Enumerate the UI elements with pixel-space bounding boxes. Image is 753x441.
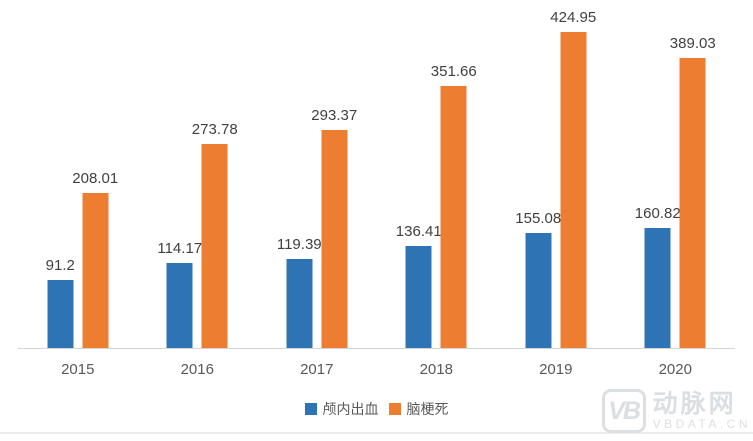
vbdata-logo-icon: VB [601, 389, 646, 433]
bar-cerebral-infarction-2016 [201, 144, 228, 348]
bar-value-label-cerebral-infarction-2020: 389.03 [669, 35, 716, 52]
bar-intracranial-hemorrhage-2018 [405, 246, 432, 348]
watermark-brand: 动脉网 [652, 390, 737, 419]
bar-value-label-intracranial-hemorrhage-2015: 91.2 [45, 257, 75, 274]
bar-value-label-cerebral-infarction-2016: 273.78 [191, 121, 238, 138]
bar-group-2020: 160.82 389.03 [616, 0, 736, 348]
bar-value-label-intracranial-hemorrhage-2017: 119.39 [276, 236, 322, 253]
bar-cerebral-infarction-2018 [440, 86, 467, 348]
barwrap-cerebral-infarction-2016: 273.78 [192, 0, 238, 348]
x-axis-tick-labels: 2015 2016 2017 2018 2019 2020 [18, 361, 735, 378]
bar-intracranial-hemorrhage-2020 [644, 228, 671, 348]
watermark-site: VBDATA.CN [652, 416, 751, 431]
bar-intracranial-hemorrhage-2017 [286, 259, 313, 348]
x-tick-label-2016: 2016 [180, 361, 214, 378]
barwrap-intracranial-hemorrhage-2015: 91.2 [46, 0, 75, 348]
x-axis-line [18, 348, 735, 349]
bar-value-label-cerebral-infarction-2017: 293.37 [311, 107, 358, 124]
bottom-divider [0, 432, 753, 434]
legend-swatch-icon-cerebral-infarction [388, 403, 401, 415]
bar-value-label-cerebral-infarction-2015: 208.01 [72, 170, 119, 187]
bar-value-label-intracranial-hemorrhage-2018: 136.41 [395, 223, 442, 240]
watermark: VB 动脉网 VBDATA.CN [601, 389, 751, 433]
bar-pair: 160.82 389.03 [635, 0, 716, 348]
bar-intracranial-hemorrhage-2016 [166, 263, 193, 348]
barwrap-cerebral-infarction-2020: 389.03 [670, 0, 716, 348]
bar-group-2017: 119.39 293.37 [257, 0, 377, 348]
legend-item-cerebral-infarction: 脑梗死 [388, 399, 449, 419]
x-tick-label-2015: 2015 [61, 361, 95, 378]
bar-value-label-intracranial-hemorrhage-2020: 160.82 [634, 205, 681, 222]
bar-cerebral-infarction-2017 [321, 130, 348, 348]
legend-label-cerebral-infarction: 脑梗死 [406, 401, 449, 417]
bar-pair: 155.08 424.95 [515, 0, 596, 348]
barwrap-intracranial-hemorrhage-2019: 155.08 [515, 0, 561, 348]
legend-label-intracranial-hemorrhage: 颅内出血 [322, 401, 379, 417]
bar-value-label-intracranial-hemorrhage-2019: 155.08 [515, 210, 562, 227]
bar-group-2015: 91.2 208.01 [18, 0, 138, 348]
x-tick-label-2018: 2018 [419, 361, 453, 378]
bar-cerebral-infarction-2015 [82, 193, 109, 348]
barwrap-intracranial-hemorrhage-2018: 136.41 [396, 0, 442, 348]
legend-swatch-icon-intracranial-hemorrhage [304, 403, 317, 415]
barwrap-intracranial-hemorrhage-2016: 114.17 [157, 0, 202, 348]
bar-group-2016: 114.17 273.78 [138, 0, 258, 348]
bar-intracranial-hemorrhage-2015 [47, 280, 74, 348]
barwrap-cerebral-infarction-2015: 208.01 [72, 0, 118, 348]
barwrap-cerebral-infarction-2017: 293.37 [311, 0, 357, 348]
barwrap-cerebral-infarction-2019: 424.95 [550, 0, 596, 348]
bar-intracranial-hemorrhage-2019 [525, 233, 552, 348]
plot-area: 91.2 208.01 114.17 273.78 119.39 293.37 136.41… [18, 0, 735, 348]
legend: 颅内出血 脑梗死 [0, 399, 753, 419]
x-tick-label-2020: 2020 [658, 361, 692, 378]
legend-item-intracranial-hemorrhage: 颅内出血 [304, 399, 379, 419]
bar-value-label-cerebral-infarction-2018: 351.66 [430, 63, 477, 80]
barwrap-intracranial-hemorrhage-2017: 119.39 [277, 0, 322, 348]
bar-value-label-intracranial-hemorrhage-2016: 114.17 [157, 240, 203, 257]
bar-group-2018: 136.41 351.66 [377, 0, 497, 348]
bar-pair: 91.2 208.01 [46, 0, 118, 348]
bar-pair: 136.41 351.66 [396, 0, 477, 348]
bar-cerebral-infarction-2020 [679, 58, 706, 348]
bar-group-2019: 155.08 424.95 [496, 0, 616, 348]
x-tick-label-2019: 2019 [539, 361, 573, 378]
barwrap-intracranial-hemorrhage-2020: 160.82 [635, 0, 681, 348]
x-tick-label-2017: 2017 [300, 361, 334, 378]
bar-value-label-cerebral-infarction-2019: 424.95 [550, 9, 597, 26]
bar-pair: 119.39 293.37 [277, 0, 357, 348]
barwrap-cerebral-infarction-2018: 351.66 [431, 0, 477, 348]
watermark-logo-text: VB [608, 396, 641, 425]
bar-cerebral-infarction-2019 [560, 32, 587, 348]
bar-pair: 114.17 273.78 [157, 0, 238, 348]
